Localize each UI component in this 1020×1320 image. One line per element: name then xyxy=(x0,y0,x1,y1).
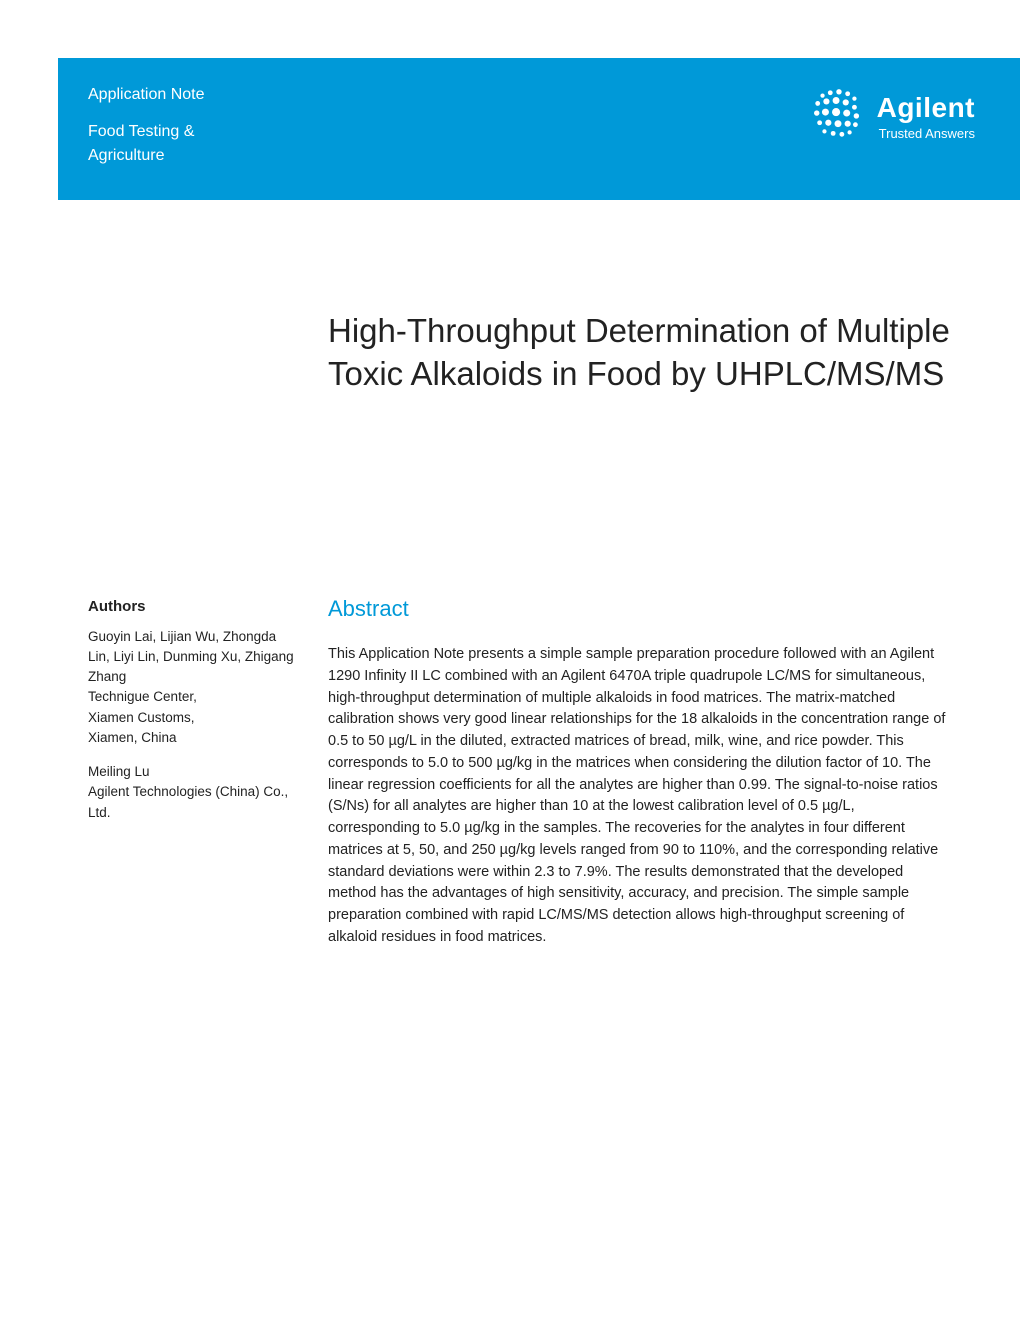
agilent-logo: Agilent Trusted Answers xyxy=(809,86,975,144)
category-line-2: Agriculture xyxy=(88,147,164,164)
document-category: Food Testing & Agriculture xyxy=(88,120,205,168)
abstract-body: This Application Note presents a simple … xyxy=(328,644,950,949)
logo-text: Agilent Trusted Answers xyxy=(877,86,975,141)
logo-tagline: Trusted Answers xyxy=(877,126,975,141)
document-type: Application Note xyxy=(88,86,205,104)
main-content: Abstract This Application Note presents … xyxy=(328,596,950,949)
author-block-2: Meiling Lu Agilent Technologies (China) … xyxy=(88,762,298,823)
page-title: High-Throughput Determination of Multipl… xyxy=(328,310,950,396)
author-block-1: Guoyin Lai, Lijian Wu, Zhongda Lin, Liyi… xyxy=(88,627,298,749)
abstract-heading: Abstract xyxy=(328,596,950,622)
authors-sidebar: Authors Guoyin Lai, Lijian Wu, Zhongda L… xyxy=(88,596,298,837)
authors-heading: Authors xyxy=(88,596,298,619)
header-bar: Application Note Food Testing & Agricult… xyxy=(58,58,1020,200)
category-line-1: Food Testing & xyxy=(88,123,194,140)
header-left: Application Note Food Testing & Agricult… xyxy=(88,86,205,168)
spark-icon xyxy=(809,86,867,144)
logo-brand-name: Agilent xyxy=(877,92,975,124)
